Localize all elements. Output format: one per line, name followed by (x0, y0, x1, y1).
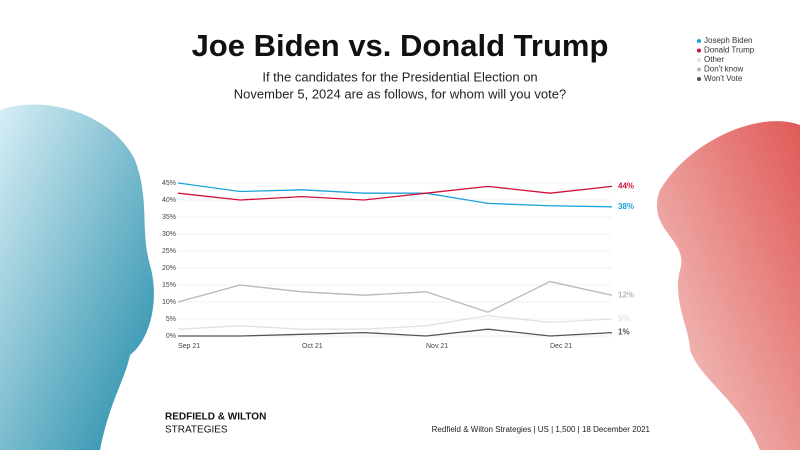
legend-marker (697, 77, 701, 81)
y-tick-label: 10% (162, 299, 176, 306)
series-line (177, 280, 613, 313)
x-tick-label: Oct 21 (302, 343, 323, 350)
y-tick-label: 30% (162, 231, 176, 238)
subtitle: November 5, 2024 are as follows, for who… (234, 86, 566, 101)
legend-marker (697, 67, 701, 72)
y-tick-label: 25% (162, 248, 176, 255)
series-line (178, 328, 613, 337)
legend-label: Don't know (704, 65, 744, 74)
y-tick-label: 45% (162, 180, 176, 187)
y-tick-label: 5% (166, 316, 176, 323)
x-tick-label: Nov 21 (426, 343, 448, 350)
legend-marker (697, 58, 701, 62)
data-label: 44% (618, 182, 634, 191)
brand: REDFIELD & WILTON (165, 412, 266, 423)
y-tick-label: 35% (162, 214, 176, 221)
trump-illustration (656, 121, 800, 450)
y-tick-label: 20% (162, 265, 176, 272)
biden-illustration (0, 104, 154, 450)
y-tick-label: 0% (166, 333, 176, 340)
x-tick-label: Sep 21 (178, 343, 200, 350)
data-label: 1% (618, 328, 630, 337)
x-tick-label: Dec 21 (550, 343, 572, 350)
legend-label: Other (704, 55, 724, 64)
legend-label: Won't Vote (704, 74, 743, 83)
source: Redfield & Wilton Strategies | US | 1,50… (432, 425, 651, 434)
legend-marker (697, 48, 701, 53)
y-tick-label: 15% (162, 282, 176, 289)
series-line (177, 314, 613, 330)
legend-label: Donald Trump (704, 46, 755, 55)
data-label: 5% (618, 314, 630, 323)
legend-marker (697, 39, 701, 43)
series-line (177, 182, 613, 208)
subtitle: If the candidates for the Presidential E… (262, 69, 537, 84)
y-tick-label: 40% (162, 197, 176, 204)
brand: STRATEGIES (165, 425, 228, 436)
legend-label: Joseph Biden (704, 36, 752, 45)
data-label: 12% (618, 290, 634, 299)
series-line (177, 185, 613, 201)
chart-title: Joe Biden vs. Donald Trump (192, 28, 609, 63)
data-label: 38% (618, 202, 634, 211)
